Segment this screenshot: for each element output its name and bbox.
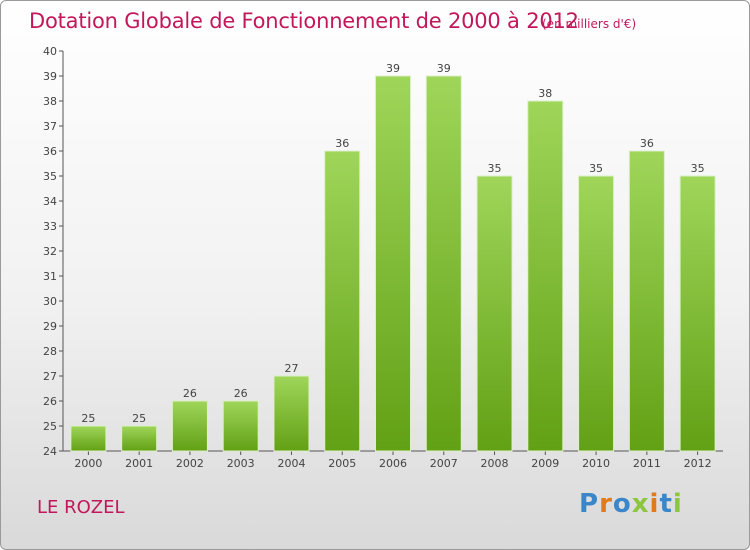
data-label-2009: 38: [538, 87, 552, 100]
y-tick-label: 31: [43, 270, 57, 283]
bar-2012: [679, 175, 716, 452]
x-tick-label: 2000: [74, 457, 102, 470]
data-label-2000: 25: [81, 412, 95, 425]
logo-letter: P: [579, 489, 600, 519]
bar-2008: [476, 175, 513, 452]
logo-letter: o: [612, 489, 632, 519]
x-tick-label: 2003: [227, 457, 255, 470]
x-tick-label: 2007: [430, 457, 458, 470]
x-tick-label: 2009: [531, 457, 559, 470]
y-tick-label: 35: [43, 170, 57, 183]
y-tick-label: 38: [43, 95, 57, 108]
y-tick-label: 40: [43, 45, 57, 58]
y-tick-label: 28: [43, 345, 57, 358]
logo-letter: i: [672, 489, 683, 519]
y-tick-label: 39: [43, 70, 57, 83]
bar-2004: [273, 375, 310, 452]
location-name: LE ROZEL: [37, 497, 125, 518]
data-label-2008: 35: [488, 162, 502, 175]
x-tick-label: 2001: [125, 457, 153, 470]
bar-2003: [222, 400, 259, 452]
x-tick-label: 2004: [277, 457, 305, 470]
y-tick-label: 33: [43, 220, 57, 233]
logo-letter: r: [599, 489, 613, 519]
data-label-2003: 26: [234, 387, 248, 400]
logo-letter: x: [631, 489, 650, 519]
x-tick-label: 2006: [379, 457, 407, 470]
y-tick-label: 25: [43, 420, 57, 433]
axes: 24 25 26 27 28 29 30 31 32 33 34 35 36 37 38 39 40 2000 20…: [43, 45, 723, 470]
x-tick-label: 2008: [481, 457, 509, 470]
logo-letter: i: [649, 489, 660, 519]
data-label-2004: 27: [284, 362, 298, 375]
bar-2001: [121, 425, 158, 452]
y-tick-label: 29: [43, 320, 57, 333]
x-tick-label: 2012: [684, 457, 712, 470]
bar-2002: [171, 400, 208, 452]
x-tick-label: 2011: [633, 457, 661, 470]
x-tick-label: 2002: [176, 457, 204, 470]
y-tick-label: 30: [43, 295, 57, 308]
bar-2010: [578, 175, 615, 452]
y-tick-label: 26: [43, 395, 57, 408]
data-label-2001: 25: [132, 412, 146, 425]
data-label-2007: 39: [437, 62, 451, 75]
bar-2011: [628, 150, 665, 452]
data-label-2006: 39: [386, 62, 400, 75]
chart-title: Dotation Globale de Fonctionnement de 20…: [29, 9, 579, 33]
data-label-2010: 35: [589, 162, 603, 175]
y-tick-label: 32: [43, 245, 57, 258]
data-label-2012: 35: [691, 162, 705, 175]
y-tick-label: 37: [43, 120, 57, 133]
x-tick-label: 2005: [328, 457, 356, 470]
proxiti-logo: Proxiti: [579, 489, 683, 519]
data-labels: 25 25 26 26 27 36 39 39 35 38 35 36 35: [81, 62, 704, 425]
bar-2006: [375, 75, 411, 452]
y-tick-label: 34: [43, 195, 57, 208]
bar-2000: [70, 425, 107, 452]
data-label-2005: 36: [335, 137, 349, 150]
bar-2007: [425, 75, 462, 452]
chart-subtitle: (en milliers d'€): [542, 17, 637, 31]
y-tick-label: 24: [43, 445, 57, 458]
x-tick-label: 2010: [582, 457, 610, 470]
bar-2005: [324, 150, 361, 452]
bar-2009: [527, 100, 564, 452]
data-label-2002: 26: [183, 387, 197, 400]
data-label-2011: 36: [640, 137, 654, 150]
bars: [70, 75, 716, 452]
y-tick-label: 36: [43, 145, 57, 158]
logo-letter: t: [659, 489, 673, 519]
y-tick-label: 27: [43, 370, 57, 383]
